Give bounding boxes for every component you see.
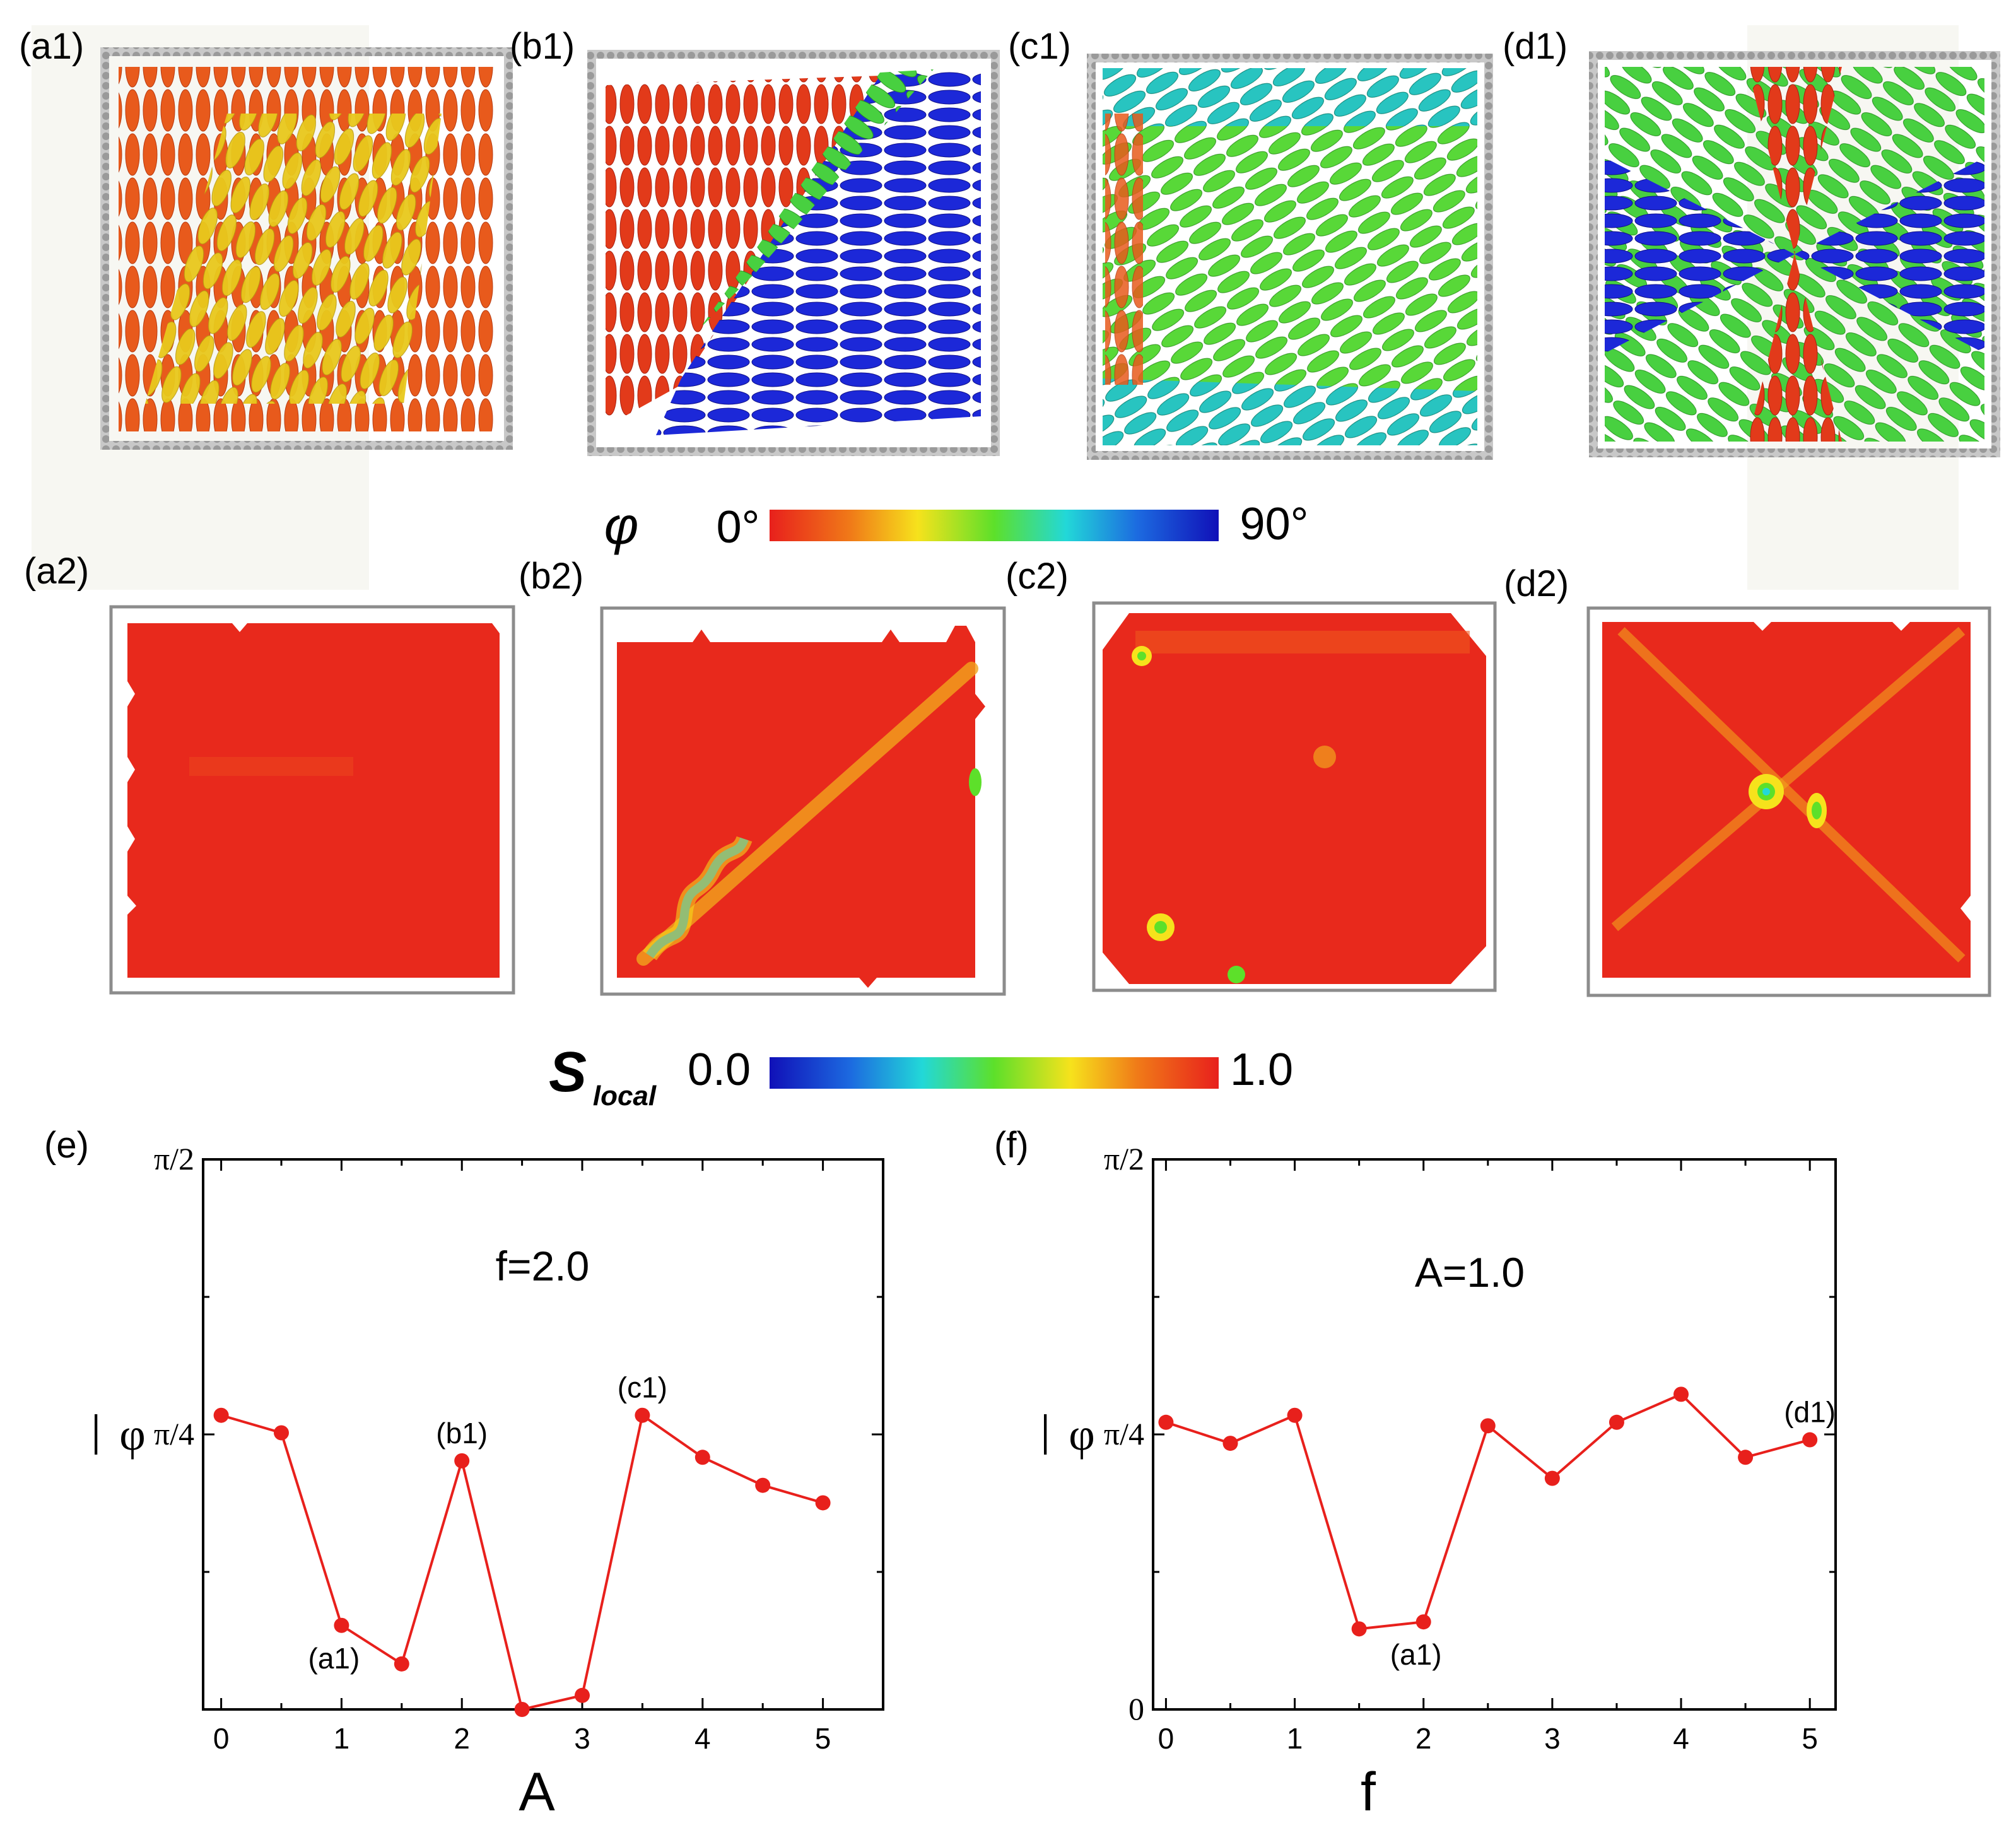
snapshot-a1 bbox=[32, 25, 513, 590]
smap-b2 bbox=[600, 606, 1006, 996]
data-point bbox=[694, 1450, 710, 1465]
data-point bbox=[1415, 1614, 1431, 1630]
smap-d2 bbox=[1586, 606, 1991, 997]
colorbar-phi: φ 0° 90° bbox=[604, 496, 1309, 555]
colorbar-s-symbol: S bbox=[549, 1041, 587, 1104]
x-axis-label: f bbox=[1361, 1762, 1376, 1822]
x-tick-label: 1 bbox=[1287, 1722, 1303, 1755]
chart-annotation: A=1.0 bbox=[1415, 1249, 1525, 1296]
data-point bbox=[1738, 1450, 1754, 1465]
y-axis-label: φ bbox=[119, 1409, 146, 1460]
y-tick-label: π/2 bbox=[154, 1141, 194, 1176]
x-tick-label: 0 bbox=[1158, 1722, 1175, 1755]
y-tick-label: 0 bbox=[1128, 1691, 1144, 1726]
chart-annotation: f=2.0 bbox=[496, 1243, 590, 1289]
panel-label-b1: (b1) bbox=[510, 26, 575, 67]
y-axis-label-bar: — bbox=[1026, 1414, 1072, 1455]
data-point bbox=[454, 1453, 470, 1468]
data-point bbox=[394, 1656, 409, 1672]
y-tick-label: π/2 bbox=[1104, 1141, 1144, 1176]
snapshot-b1 bbox=[587, 50, 1000, 456]
point-label: (b1) bbox=[436, 1417, 488, 1450]
panel-label-a1: (a1) bbox=[19, 26, 85, 67]
data-point bbox=[514, 1702, 530, 1717]
colorbar-phi-gradient bbox=[770, 510, 1219, 541]
data-point bbox=[1287, 1407, 1303, 1423]
data-point bbox=[1222, 1436, 1238, 1451]
colorbar-s-gradient bbox=[770, 1057, 1219, 1089]
plot-frame bbox=[202, 1158, 884, 1711]
data-point bbox=[1544, 1470, 1560, 1486]
point-label: (c1) bbox=[618, 1371, 667, 1404]
y-axis-label-bar: — bbox=[77, 1414, 122, 1455]
y-tick-label: π/4 bbox=[154, 1416, 194, 1451]
x-axis-label: A bbox=[519, 1762, 555, 1822]
smap-a2 bbox=[109, 605, 515, 995]
data-point bbox=[635, 1407, 650, 1423]
panel-label-d2: (d2) bbox=[1504, 563, 1569, 604]
chart-f: 0 1 2 3 4 5 0 π/4 π/2 f φ— A=1.0 (a1) (d1) bbox=[1026, 1141, 1837, 1822]
snapshot-d1 bbox=[1589, 25, 2000, 590]
colorbar-phi-min: 0° bbox=[717, 502, 760, 553]
data-point bbox=[334, 1617, 349, 1633]
data-point bbox=[1351, 1621, 1367, 1637]
smap-c2 bbox=[1092, 601, 1497, 992]
y-axis-label: φ bbox=[1069, 1409, 1095, 1460]
panel-label-c2: (c2) bbox=[1005, 556, 1069, 597]
panel-label-b2: (b2) bbox=[519, 556, 584, 597]
data-point bbox=[1158, 1414, 1174, 1430]
x-tick-label: 5 bbox=[1802, 1722, 1818, 1755]
x-tick-label: 3 bbox=[574, 1722, 590, 1755]
data-point bbox=[1673, 1386, 1689, 1402]
x-tick-label: 2 bbox=[454, 1722, 470, 1755]
panel-label-f: (f) bbox=[994, 1125, 1029, 1166]
point-label: (a1) bbox=[308, 1642, 360, 1675]
panel-label-a2: (a2) bbox=[24, 551, 90, 592]
data-point bbox=[815, 1495, 831, 1511]
colorbar-phi-symbol: φ bbox=[604, 496, 639, 555]
colorbar-s-max: 1.0 bbox=[1230, 1045, 1293, 1095]
data-point bbox=[755, 1477, 771, 1493]
data-point bbox=[575, 1687, 590, 1703]
x-tick-label: 3 bbox=[1544, 1722, 1561, 1755]
panel-label-d1: (d1) bbox=[1503, 26, 1568, 67]
x-tick-label: 5 bbox=[815, 1722, 831, 1755]
data-point bbox=[213, 1407, 229, 1423]
x-tick-label: 2 bbox=[1415, 1722, 1432, 1755]
colorbar-s: S local 0.0 1.0 bbox=[549, 1041, 1293, 1111]
y-tick-label: π/4 bbox=[1104, 1416, 1144, 1451]
x-tick-label: 4 bbox=[694, 1722, 711, 1755]
point-label: (a1) bbox=[1390, 1638, 1442, 1671]
data-point bbox=[274, 1425, 290, 1441]
data-point bbox=[1480, 1418, 1496, 1434]
colorbar-s-subscript: local bbox=[593, 1081, 657, 1111]
chart-e: 0 1 2 3 4 5 π/4 π/2 Aφ— f=2.0 (a1) (b1) (c1) bbox=[77, 1141, 884, 1822]
colorbar-phi-max: 90° bbox=[1240, 499, 1309, 549]
data-point bbox=[1609, 1414, 1624, 1430]
x-tick-label: 4 bbox=[1673, 1722, 1689, 1755]
snapshot-c1 bbox=[1087, 54, 1493, 460]
panel-label-e: (e) bbox=[44, 1125, 89, 1166]
point-label: (d1) bbox=[1784, 1396, 1836, 1429]
colorbar-s-min: 0.0 bbox=[688, 1045, 751, 1095]
panel-label-c1: (c1) bbox=[1008, 26, 1071, 67]
plot-frame bbox=[1152, 1158, 1837, 1711]
data-point bbox=[1802, 1432, 1818, 1448]
x-tick-label: 1 bbox=[334, 1722, 350, 1755]
x-tick-label: 0 bbox=[213, 1722, 230, 1755]
